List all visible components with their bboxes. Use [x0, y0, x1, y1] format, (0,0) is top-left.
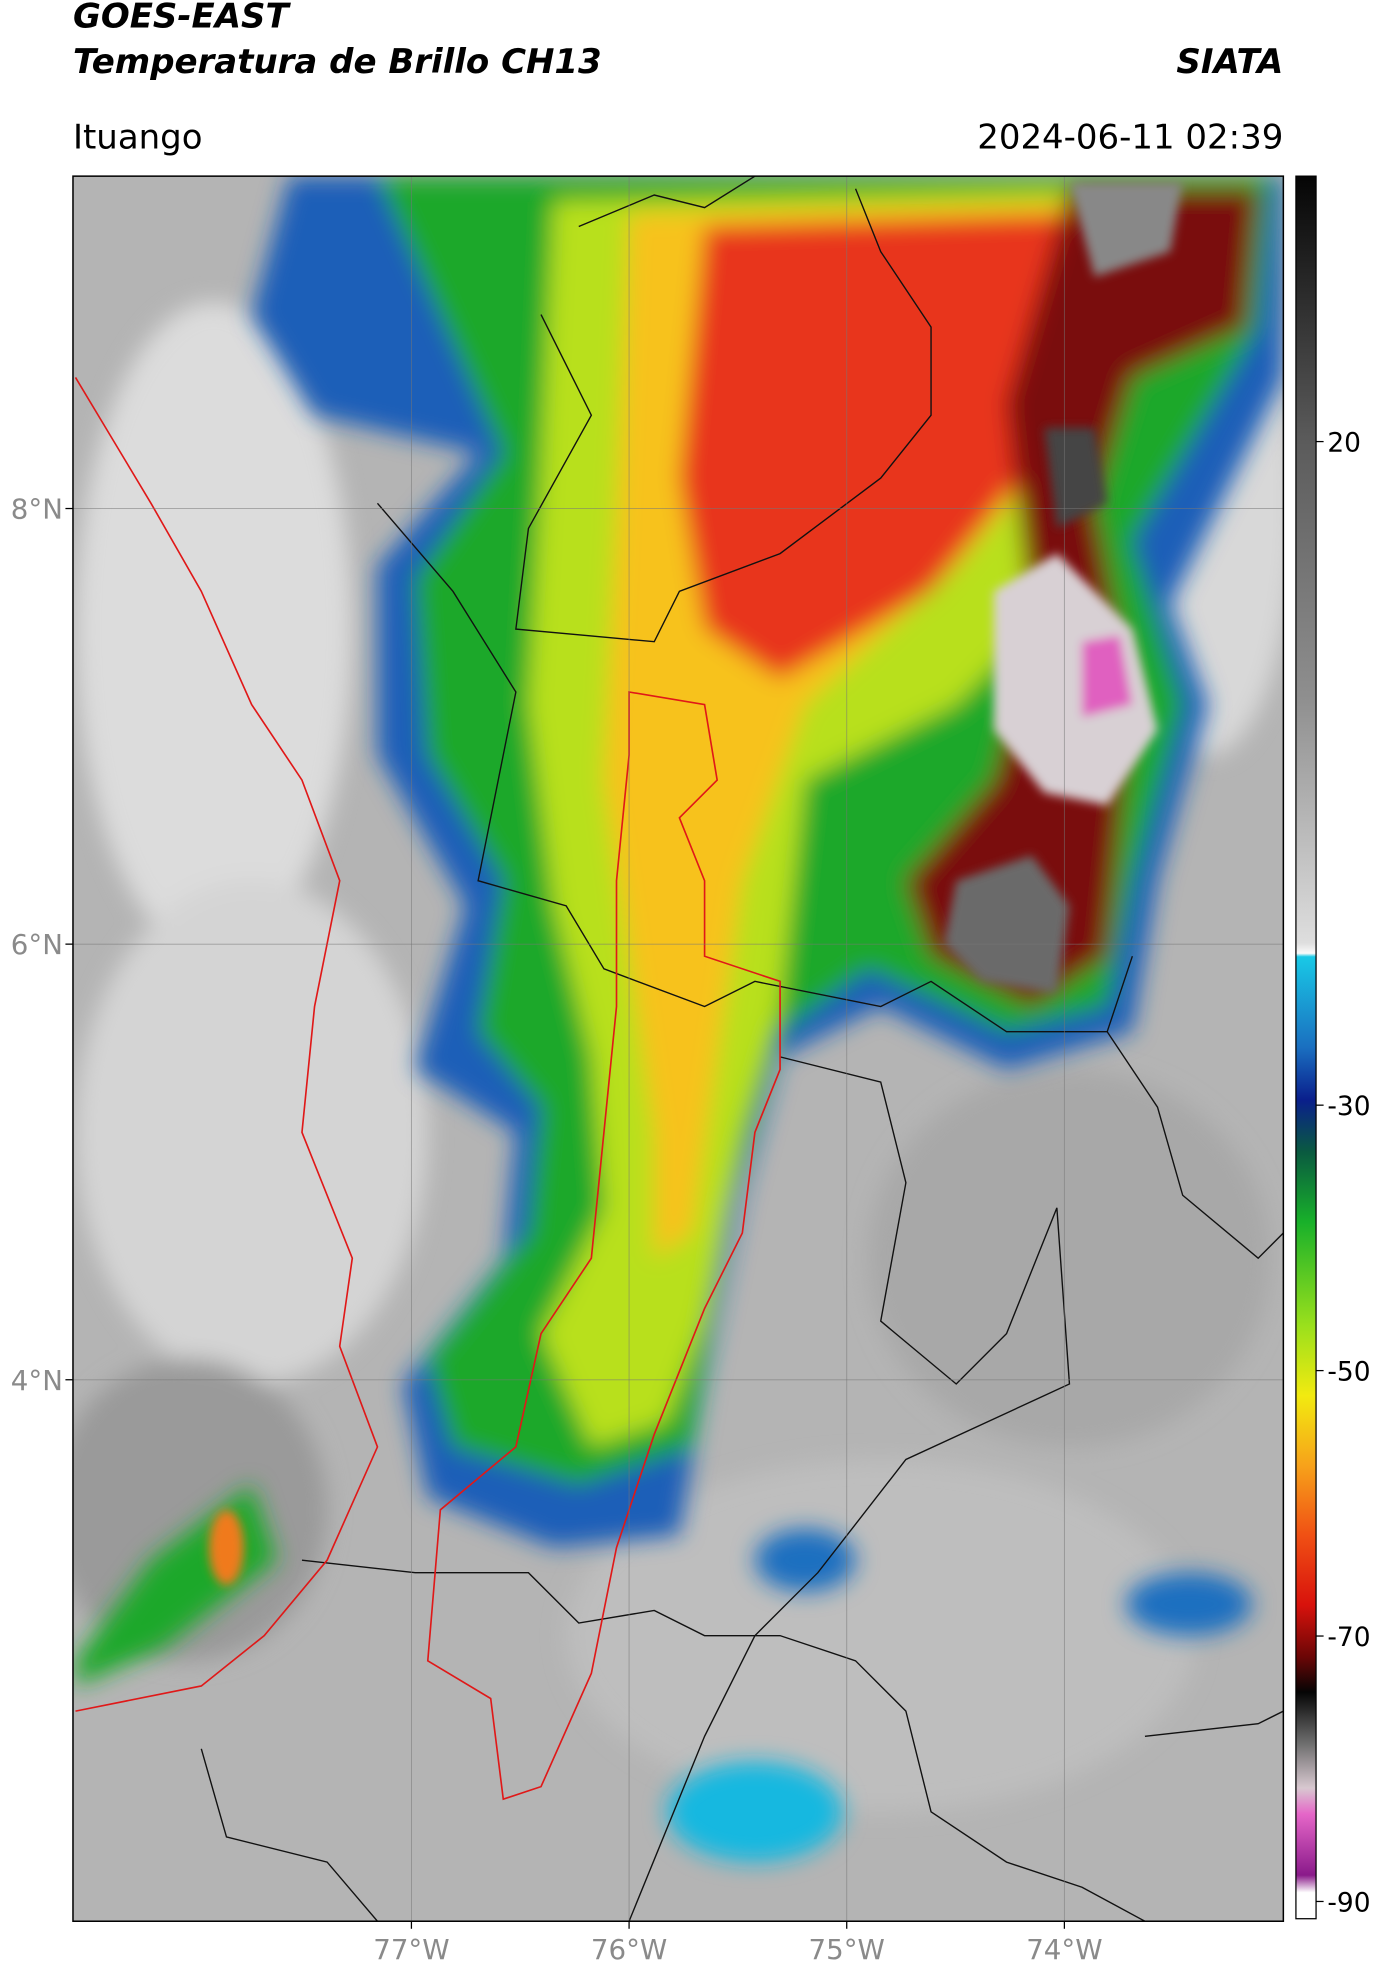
colorbar-tick-label: -30: [1327, 1091, 1370, 1122]
title: GOES-EAST: [73, 0, 291, 37]
map-frame: [72, 175, 1285, 1922]
subtitle: Temperatura de Brillo CH13: [73, 42, 602, 82]
colorbar-tick-label: -70: [1327, 1622, 1370, 1653]
graticule: [72, 176, 1284, 1922]
colorbar-tick-label: -50: [1327, 1357, 1370, 1388]
colorbar-tick-label: 20: [1327, 428, 1361, 459]
satellite-image: [72, 176, 1284, 1922]
colorbar-tick-label: -90: [1327, 1888, 1370, 1919]
lat-tick-label: 8°N: [11, 493, 63, 526]
organization: SIATA: [1176, 42, 1283, 82]
lon-tick-label: 74°W: [1026, 1933, 1102, 1966]
colorbar: [1295, 175, 1317, 1920]
location: Ituango: [73, 117, 203, 157]
lat-tick-label: 6°N: [11, 928, 63, 961]
lon-tick-label: 77°W: [373, 1933, 449, 1966]
lon-tick-label: 75°W: [809, 1933, 885, 1966]
lon-tick-label: 76°W: [591, 1933, 667, 1966]
lat-tick-label: 4°N: [11, 1364, 63, 1397]
datetime: 2024-06-11 02:39: [977, 117, 1283, 157]
